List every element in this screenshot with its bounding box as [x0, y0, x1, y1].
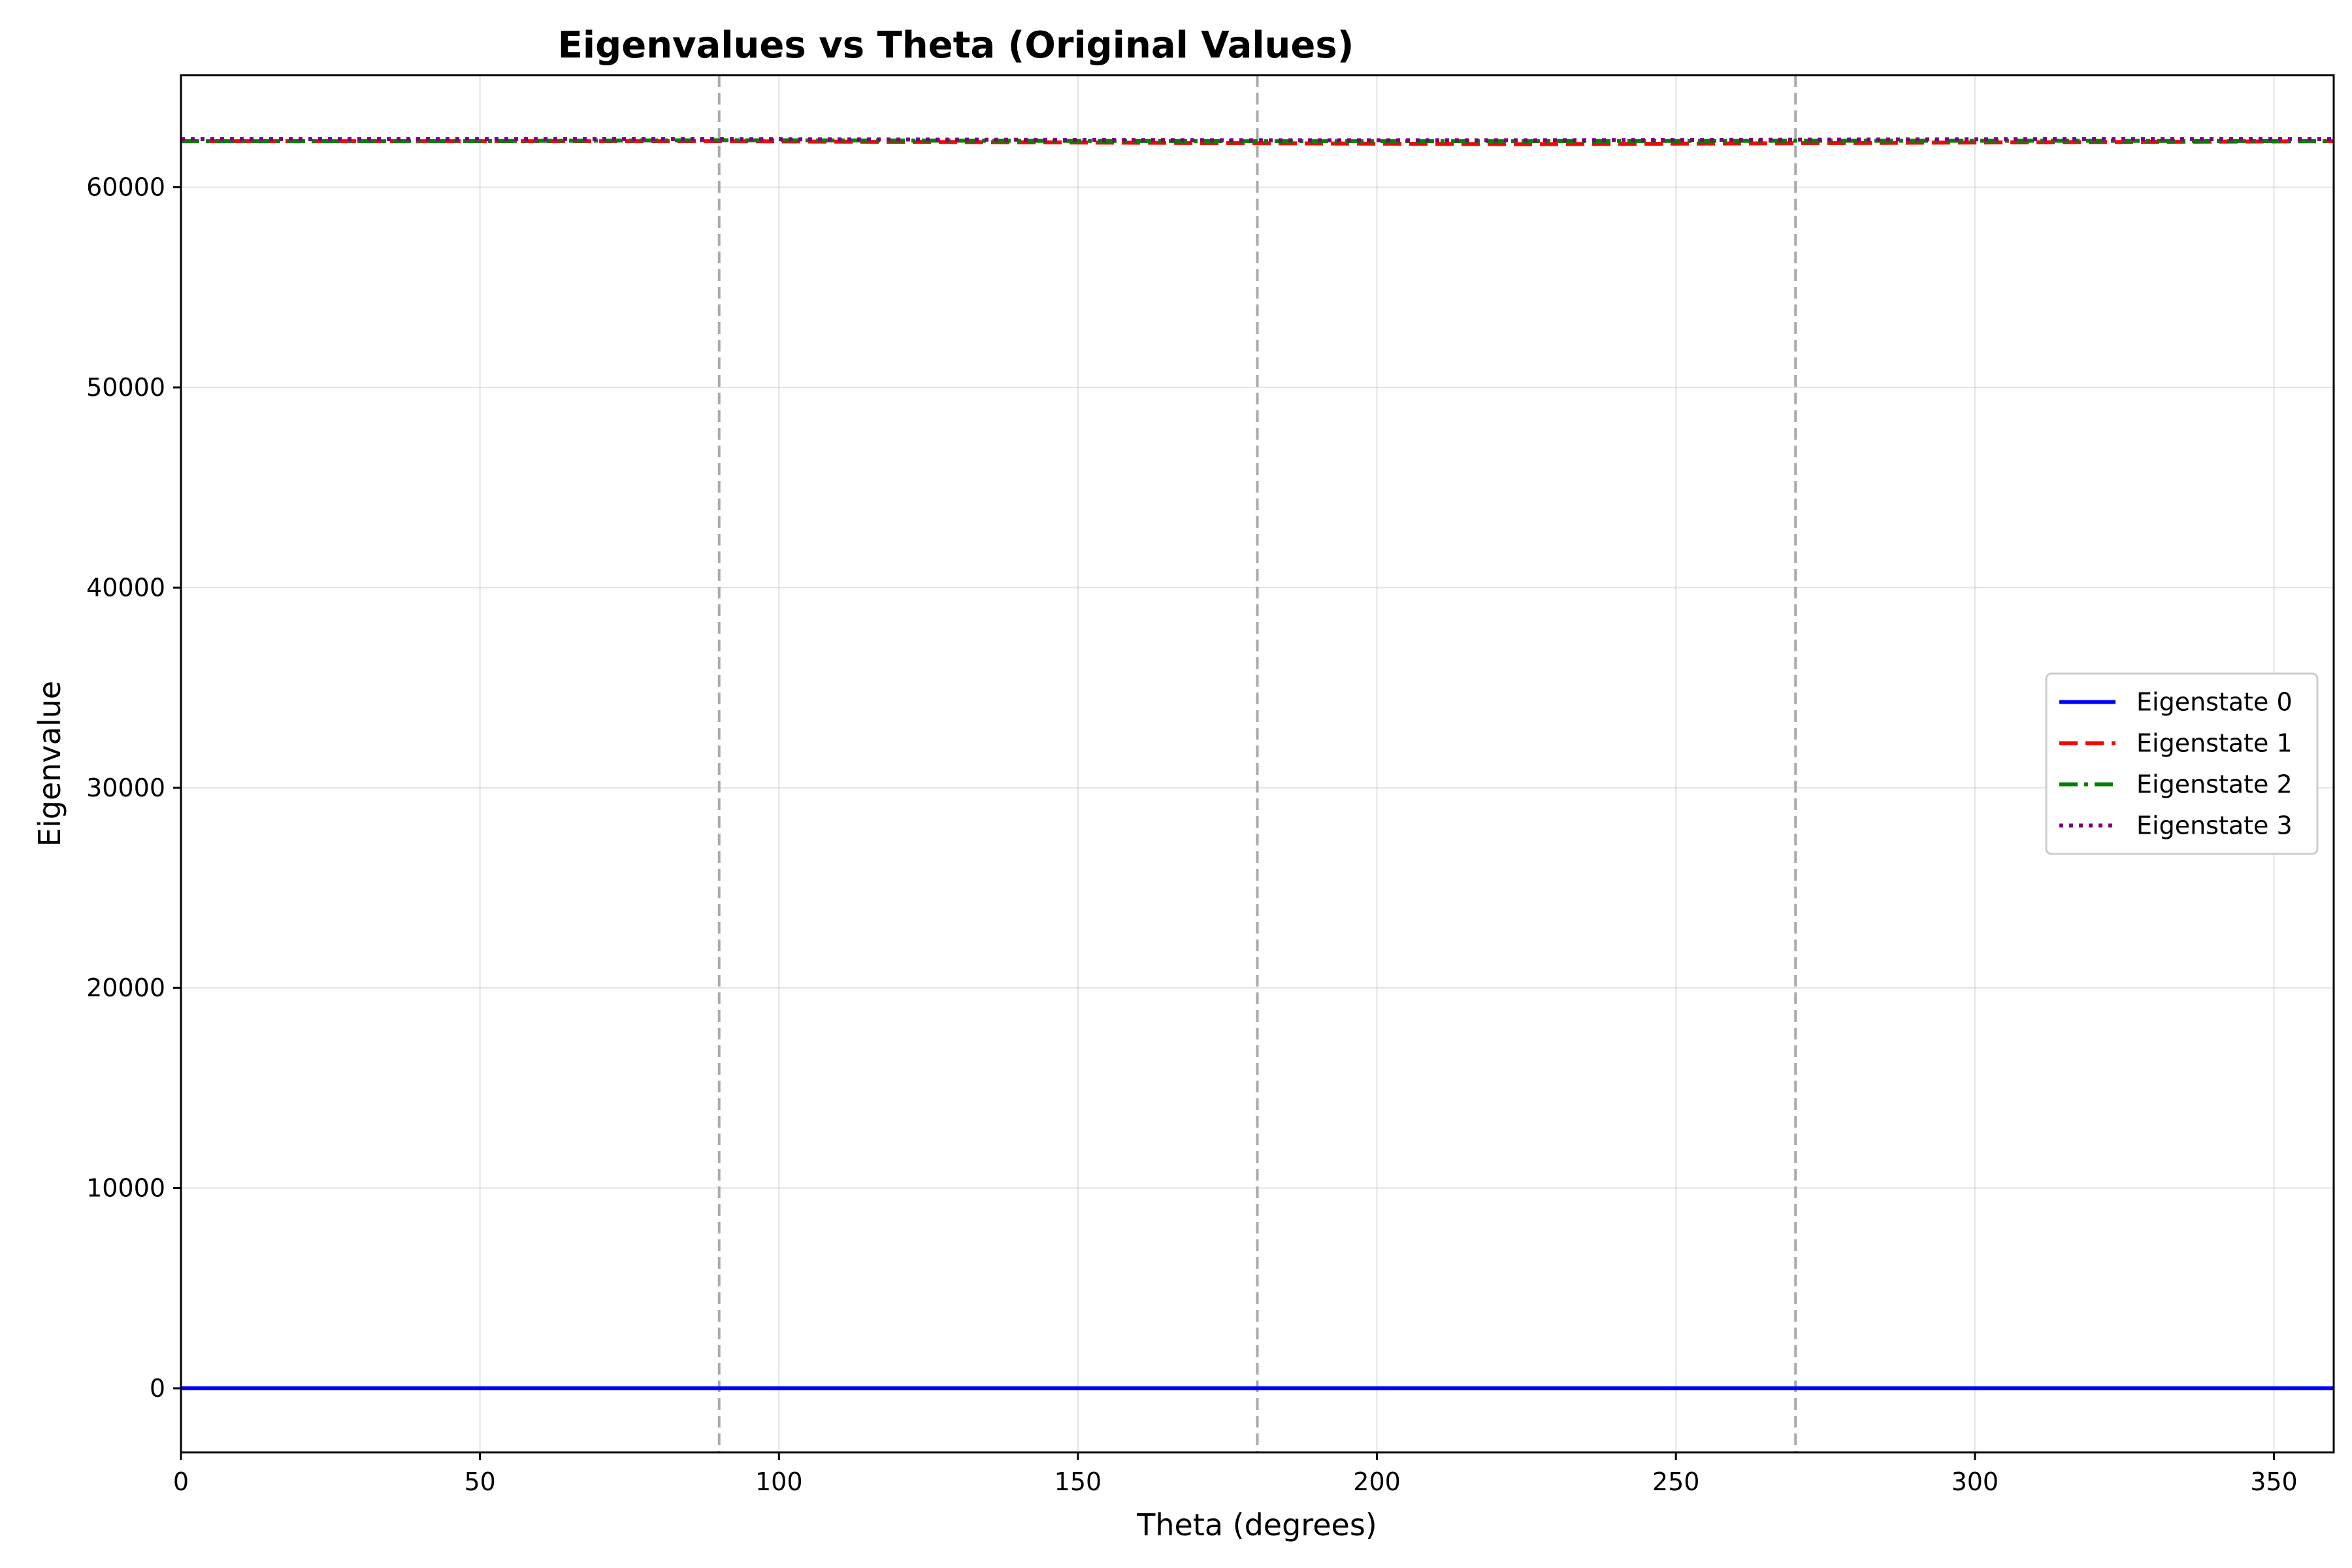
- x-tick-label: 200: [1353, 1467, 1401, 1496]
- y-tick-label: 10000: [86, 1174, 165, 1203]
- x-tick-label: 350: [2250, 1467, 2298, 1496]
- x-tick-label: 50: [464, 1467, 495, 1496]
- y-tick-label: 60000: [86, 173, 165, 202]
- y-ticks: 0 10000 20000 30000 40000 50000 60000: [86, 173, 181, 1403]
- x-tick-label: 100: [755, 1467, 803, 1496]
- legend-label-3: Eigenstate 3: [2136, 811, 2293, 840]
- x-tick-label: 300: [1952, 1467, 1999, 1496]
- series-line-2: [181, 138, 2334, 144]
- y-tick-label: 0: [150, 1374, 165, 1403]
- legend-label-1: Eigenstate 1: [2136, 729, 2293, 758]
- series-layer: [181, 137, 2334, 1390]
- y-tick-label: 50000: [86, 373, 165, 402]
- x-tick-label: 250: [1652, 1467, 1700, 1496]
- y-tick-label: 40000: [86, 573, 165, 602]
- legend-box: [2045, 672, 2319, 855]
- y-tick-label: 20000: [86, 973, 165, 1002]
- x-tick-label: 150: [1054, 1467, 1102, 1496]
- chart-title: Eigenvalues vs Theta (Original Values): [558, 24, 1354, 67]
- plot-frame: [180, 74, 2335, 1454]
- y-axis-label: Eigenvalue: [32, 681, 67, 847]
- x-axis-label: Theta (degrees): [1136, 1507, 1377, 1543]
- legend-label-0: Eigenstate 0: [2136, 688, 2293, 717]
- reference-lines: [717, 75, 1797, 1452]
- x-ticks: 0 50 100 150 200 250 300 350: [173, 1452, 2298, 1496]
- x-tick-label: 0: [173, 1467, 189, 1496]
- y-tick-label: 30000: [86, 774, 165, 802]
- legend-label-2: Eigenstate 2: [2136, 770, 2293, 799]
- series-line-3: [181, 137, 2334, 142]
- legend: Eigenstate 0 Eigenstate 1 Eigenstate 2 Eige…: [2045, 672, 2319, 855]
- series-line-1: [181, 139, 2334, 146]
